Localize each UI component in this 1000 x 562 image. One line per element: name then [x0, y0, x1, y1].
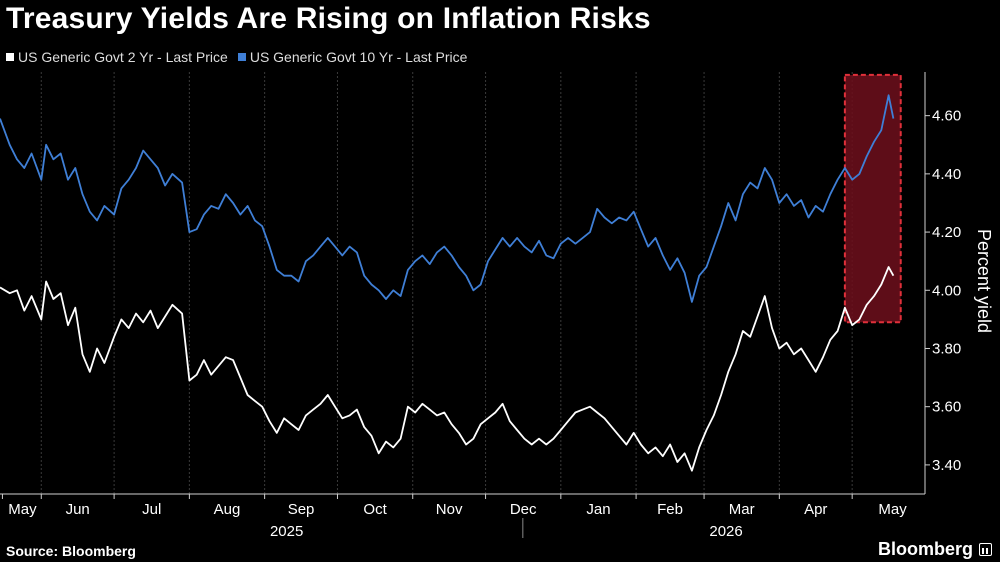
x-tick-label: Nov	[436, 501, 463, 518]
x-tick-label: Jul	[142, 501, 161, 518]
x-tick-label: May	[878, 501, 907, 518]
y-tick-label: 3.60	[932, 399, 961, 416]
legend-item-10yr: US Generic Govt 10 Yr - Last Price	[237, 49, 468, 65]
legend-item-2yr: US Generic Govt 2 Yr - Last Price	[6, 49, 228, 65]
x-tick-label: Jun	[66, 501, 90, 518]
y-tick-label: 4.00	[932, 282, 961, 299]
series-line-10yr	[0, 94, 895, 303]
legend-label-2yr: US Generic Govt 2 Yr - Last Price	[18, 49, 228, 65]
brand-name: Bloomberg	[877, 539, 973, 559]
legend-swatch-2yr	[6, 53, 14, 61]
series-line-2yr	[0, 266, 895, 472]
legend: US Generic Govt 2 Yr - Last Price US Gen…	[6, 49, 467, 65]
x-tick-label: Aug	[214, 501, 241, 518]
x-tick-label: Sep	[288, 501, 315, 518]
legend-swatch-10yr	[237, 53, 246, 61]
legend-label-10yr: US Generic Govt 10 Yr - Last Price	[249, 49, 468, 65]
x-tick-label: Jan	[586, 501, 610, 518]
y-tick-label: 4.40	[932, 166, 961, 183]
x-tick-label: Mar	[729, 501, 755, 518]
chart-title: Treasury Yields Are Rising on Inflation …	[6, 2, 651, 35]
y-tick-label: 4.60	[932, 108, 961, 125]
x-tick-label: Dec	[510, 501, 537, 518]
x-tick-label: Apr	[804, 501, 827, 518]
x-year-label: 2025	[270, 523, 303, 540]
bloomberg-chart-icon	[979, 543, 992, 556]
y-tick-label: 3.40	[932, 457, 961, 474]
highlight-box	[843, 73, 902, 324]
x-tick-label: Oct	[363, 501, 387, 518]
y-axis-title: Percent yield	[974, 229, 994, 333]
y-tick-label: 3.80	[932, 340, 961, 357]
brand-logo: Bloomberg	[878, 539, 992, 560]
y-tick-label: 4.20	[932, 224, 961, 241]
x-tick-label: May	[8, 501, 37, 518]
source-note: Source: Bloomberg	[6, 543, 136, 559]
x-tick-label: Feb	[657, 501, 683, 518]
x-year-label: 2026	[709, 523, 742, 540]
